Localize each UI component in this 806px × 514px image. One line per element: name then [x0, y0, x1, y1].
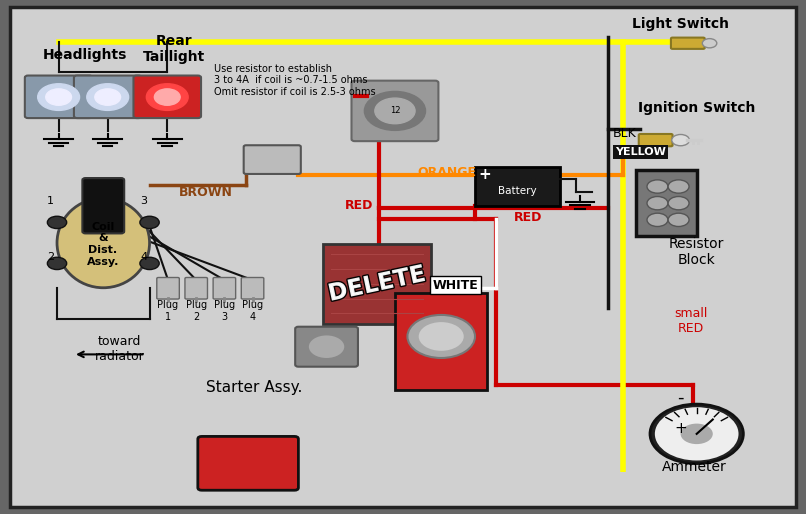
Text: Plug
1: Plug 1 [157, 300, 179, 322]
Circle shape [647, 196, 668, 210]
Text: Use resistor to establish
3 to 4A  if coil is ~0.7-1.5 ohms
Omit resistor if coi: Use resistor to establish 3 to 4A if coi… [214, 64, 376, 97]
Text: Plug
3: Plug 3 [214, 300, 235, 322]
Text: Coil
&
Dist.
Assy.: Coil & Dist. Assy. [87, 222, 119, 267]
Text: Ignition Switch: Ignition Switch [638, 101, 755, 115]
FancyBboxPatch shape [351, 81, 438, 141]
FancyBboxPatch shape [241, 278, 264, 299]
FancyBboxPatch shape [476, 167, 560, 206]
Text: 4: 4 [140, 252, 147, 262]
Text: Plug
4: Plug 4 [242, 300, 263, 322]
Circle shape [46, 89, 72, 105]
Circle shape [671, 135, 689, 146]
FancyBboxPatch shape [82, 178, 124, 233]
Circle shape [87, 84, 129, 111]
Circle shape [147, 84, 188, 111]
Text: Battery: Battery [498, 186, 537, 196]
Circle shape [48, 257, 67, 269]
Circle shape [668, 196, 689, 210]
Text: Ammeter: Ammeter [662, 460, 727, 474]
Text: WHITE: WHITE [433, 279, 478, 291]
Text: 3: 3 [140, 196, 147, 206]
FancyBboxPatch shape [213, 278, 235, 299]
FancyBboxPatch shape [671, 38, 704, 49]
Circle shape [38, 84, 80, 111]
Text: +: + [674, 421, 687, 436]
Text: RED: RED [344, 199, 373, 212]
Circle shape [668, 213, 689, 227]
FancyBboxPatch shape [295, 327, 358, 366]
Circle shape [140, 257, 160, 269]
FancyBboxPatch shape [157, 278, 179, 299]
FancyBboxPatch shape [322, 244, 431, 324]
FancyBboxPatch shape [25, 76, 93, 118]
Text: -: - [677, 389, 683, 407]
Circle shape [647, 180, 668, 193]
Text: small
RED: small RED [675, 307, 708, 335]
Circle shape [668, 180, 689, 193]
Text: 12: 12 [390, 106, 401, 116]
Ellipse shape [57, 198, 150, 288]
FancyBboxPatch shape [638, 134, 672, 146]
Circle shape [375, 98, 415, 124]
Text: YELLOW: YELLOW [615, 147, 666, 157]
FancyBboxPatch shape [197, 436, 298, 490]
Circle shape [140, 216, 160, 229]
Circle shape [702, 39, 717, 48]
Text: +: + [479, 168, 492, 182]
Circle shape [647, 213, 668, 227]
Circle shape [95, 89, 121, 105]
FancyBboxPatch shape [637, 170, 696, 236]
Circle shape [654, 407, 738, 461]
Text: Resistor
Block: Resistor Block [669, 237, 725, 267]
Text: Starter Assy.: Starter Assy. [206, 380, 302, 395]
Text: 2: 2 [47, 252, 54, 262]
Text: ORANGE: ORANGE [418, 166, 477, 179]
FancyBboxPatch shape [74, 76, 142, 118]
Circle shape [155, 89, 180, 105]
Circle shape [418, 322, 463, 351]
Text: Plug
2: Plug 2 [185, 300, 207, 322]
Circle shape [680, 424, 713, 444]
Text: BROWN: BROWN [179, 187, 233, 199]
Text: Rear
Taillight: Rear Taillight [143, 34, 205, 64]
Text: Headlights: Headlights [43, 47, 127, 62]
Text: BLK: BLK [613, 127, 636, 140]
Text: 1: 1 [47, 196, 54, 206]
Text: DELETE: DELETE [326, 262, 428, 306]
Text: RED: RED [513, 211, 542, 224]
Circle shape [48, 216, 67, 229]
Circle shape [650, 404, 743, 464]
FancyBboxPatch shape [134, 76, 201, 118]
FancyBboxPatch shape [243, 145, 301, 174]
Circle shape [407, 315, 475, 358]
Text: toward
radiator: toward radiator [95, 335, 144, 363]
Circle shape [309, 336, 344, 358]
Circle shape [364, 91, 426, 131]
Text: Light Switch: Light Switch [632, 17, 729, 31]
FancyBboxPatch shape [395, 293, 488, 390]
FancyBboxPatch shape [185, 278, 207, 299]
FancyBboxPatch shape [10, 7, 796, 507]
